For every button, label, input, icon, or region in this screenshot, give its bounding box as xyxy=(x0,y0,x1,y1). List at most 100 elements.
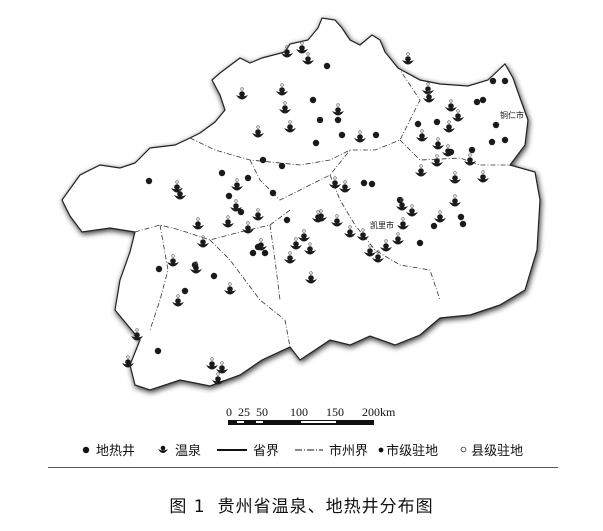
geothermal-well-marker xyxy=(457,213,465,221)
hot-spring-marker xyxy=(372,250,384,263)
hot-spring-marker xyxy=(206,357,218,370)
hot-spring-marker xyxy=(290,237,302,250)
scale-bar: 0 25 50 100 150 200km xyxy=(226,405,395,425)
legend-label: 温泉 xyxy=(175,444,202,459)
geothermal-well-marker xyxy=(372,131,380,139)
geothermal-well-marker xyxy=(316,116,324,124)
hot-spring-marker xyxy=(416,129,428,142)
geothermal-well-marker xyxy=(323,62,331,70)
legend-item-county-seat: 县级驻地 xyxy=(460,440,523,459)
geothermal-well-marker xyxy=(181,287,189,295)
hot-spring-marker xyxy=(315,209,327,222)
geothermal-well-marker xyxy=(334,116,342,124)
city-label-kaili: 凯里市 xyxy=(370,220,394,230)
geothermal-well-marker xyxy=(473,98,481,106)
hot-spring-marker xyxy=(212,372,224,385)
legend-item-hot-spring: 温泉 xyxy=(157,440,201,459)
city-label-tongren: 铜仁市 xyxy=(500,110,524,120)
legend-label: 县级驻地 xyxy=(471,444,524,459)
geothermal-well-marker xyxy=(468,146,476,154)
hollow-circle-icon xyxy=(460,446,467,453)
geothermal-well-marker xyxy=(312,139,320,147)
geothermal-well-marker xyxy=(489,77,497,85)
hot-spring-marker xyxy=(216,361,228,374)
scale-tick: 100 xyxy=(290,405,308,419)
legend-item-geothermal-well: 地热井 xyxy=(82,440,135,459)
hot-spring-marker xyxy=(236,87,248,100)
hot-spring-marker xyxy=(432,137,444,150)
scale-tick: 200km xyxy=(362,405,396,419)
geothermal-well-marker xyxy=(488,138,496,146)
hot-spring-marker xyxy=(449,171,461,184)
hot-spring-marker xyxy=(415,164,427,177)
dash-dot-line-icon xyxy=(295,449,324,450)
hot-spring-marker xyxy=(172,294,184,307)
hot-spring-marker xyxy=(284,120,296,133)
hot-spring-marker xyxy=(442,144,454,157)
geothermal-well-marker xyxy=(414,120,422,128)
figure-number: 图 1 xyxy=(169,497,206,517)
hot-spring-marker xyxy=(396,198,408,211)
black-dot-icon xyxy=(82,446,90,453)
legend-label: 地热井 xyxy=(96,444,136,459)
hot-spring-marker xyxy=(452,109,464,122)
map-markers xyxy=(122,41,509,385)
hot-spring-marker xyxy=(255,238,267,251)
hot-spring-marker xyxy=(281,45,293,58)
geothermal-well-marker xyxy=(309,96,317,104)
hot-spring-marker xyxy=(296,41,308,54)
geothermal-well-marker xyxy=(218,169,226,177)
divider xyxy=(48,467,558,468)
geothermal-well-marker xyxy=(416,239,424,247)
hot-spring-marker xyxy=(122,355,134,368)
geothermal-well-marker xyxy=(261,249,269,257)
hot-spring-marker xyxy=(305,271,317,284)
guizhou-map: 铜仁市 凯里市 xyxy=(61,17,541,391)
scale-bar-graphic xyxy=(228,420,374,425)
geothermal-well-marker xyxy=(430,222,438,230)
legend-item-prefecture-border: 市州界 xyxy=(295,440,368,459)
scale-tick: 150 xyxy=(326,405,344,419)
hot-spring-marker xyxy=(192,217,204,230)
hot-spring-marker xyxy=(252,125,264,138)
hot-spring-marker xyxy=(279,101,291,114)
geothermal-well-marker xyxy=(501,77,509,85)
legend-label: 市级驻地 xyxy=(386,444,439,459)
province-boundary xyxy=(61,17,541,391)
hot-spring-marker xyxy=(354,130,366,143)
figure-title: 贵州省温泉、地热井分布图 xyxy=(217,497,434,517)
geothermal-well-marker xyxy=(145,177,153,185)
hot-spring-marker xyxy=(332,103,344,116)
geothermal-well-marker xyxy=(269,189,277,197)
geothermal-well-marker xyxy=(396,196,404,204)
hot-spring-marker xyxy=(364,244,376,257)
hot-spring-marker xyxy=(242,221,254,234)
geothermal-well-marker xyxy=(249,249,257,257)
hot-spring-icon xyxy=(158,445,169,453)
geothermal-well-marker xyxy=(237,208,245,216)
hot-spring-marker xyxy=(329,176,341,189)
filled-small-dot-icon xyxy=(378,447,384,452)
hot-spring-marker xyxy=(431,154,443,167)
geothermal-well-marker xyxy=(244,174,252,182)
geothermal-well-marker xyxy=(368,180,376,188)
geothermal-well-marker xyxy=(225,192,233,200)
scale-tick: 0 xyxy=(226,405,232,419)
solid-line-icon xyxy=(217,448,248,451)
geothermal-well-marker xyxy=(360,179,368,187)
hot-spring-marker xyxy=(434,210,446,223)
geothermal-well-marker xyxy=(210,272,218,280)
legend-label: 省界 xyxy=(253,444,280,459)
hot-spring-marker xyxy=(397,217,409,230)
prefecture-boundaries xyxy=(134,69,510,348)
hot-spring-marker xyxy=(380,239,392,252)
hot-spring-marker xyxy=(449,194,461,207)
legend-label: 市州界 xyxy=(329,444,369,459)
hot-spring-marker xyxy=(252,208,264,221)
hot-spring-marker xyxy=(402,52,414,65)
hot-spring-marker xyxy=(443,120,455,133)
geothermal-well-marker xyxy=(283,216,291,224)
geothermal-well-marker xyxy=(479,96,487,104)
figure-caption: 图 1 贵州省温泉、地热井分布图 xyxy=(0,492,603,517)
hot-spring-marker xyxy=(298,229,310,242)
